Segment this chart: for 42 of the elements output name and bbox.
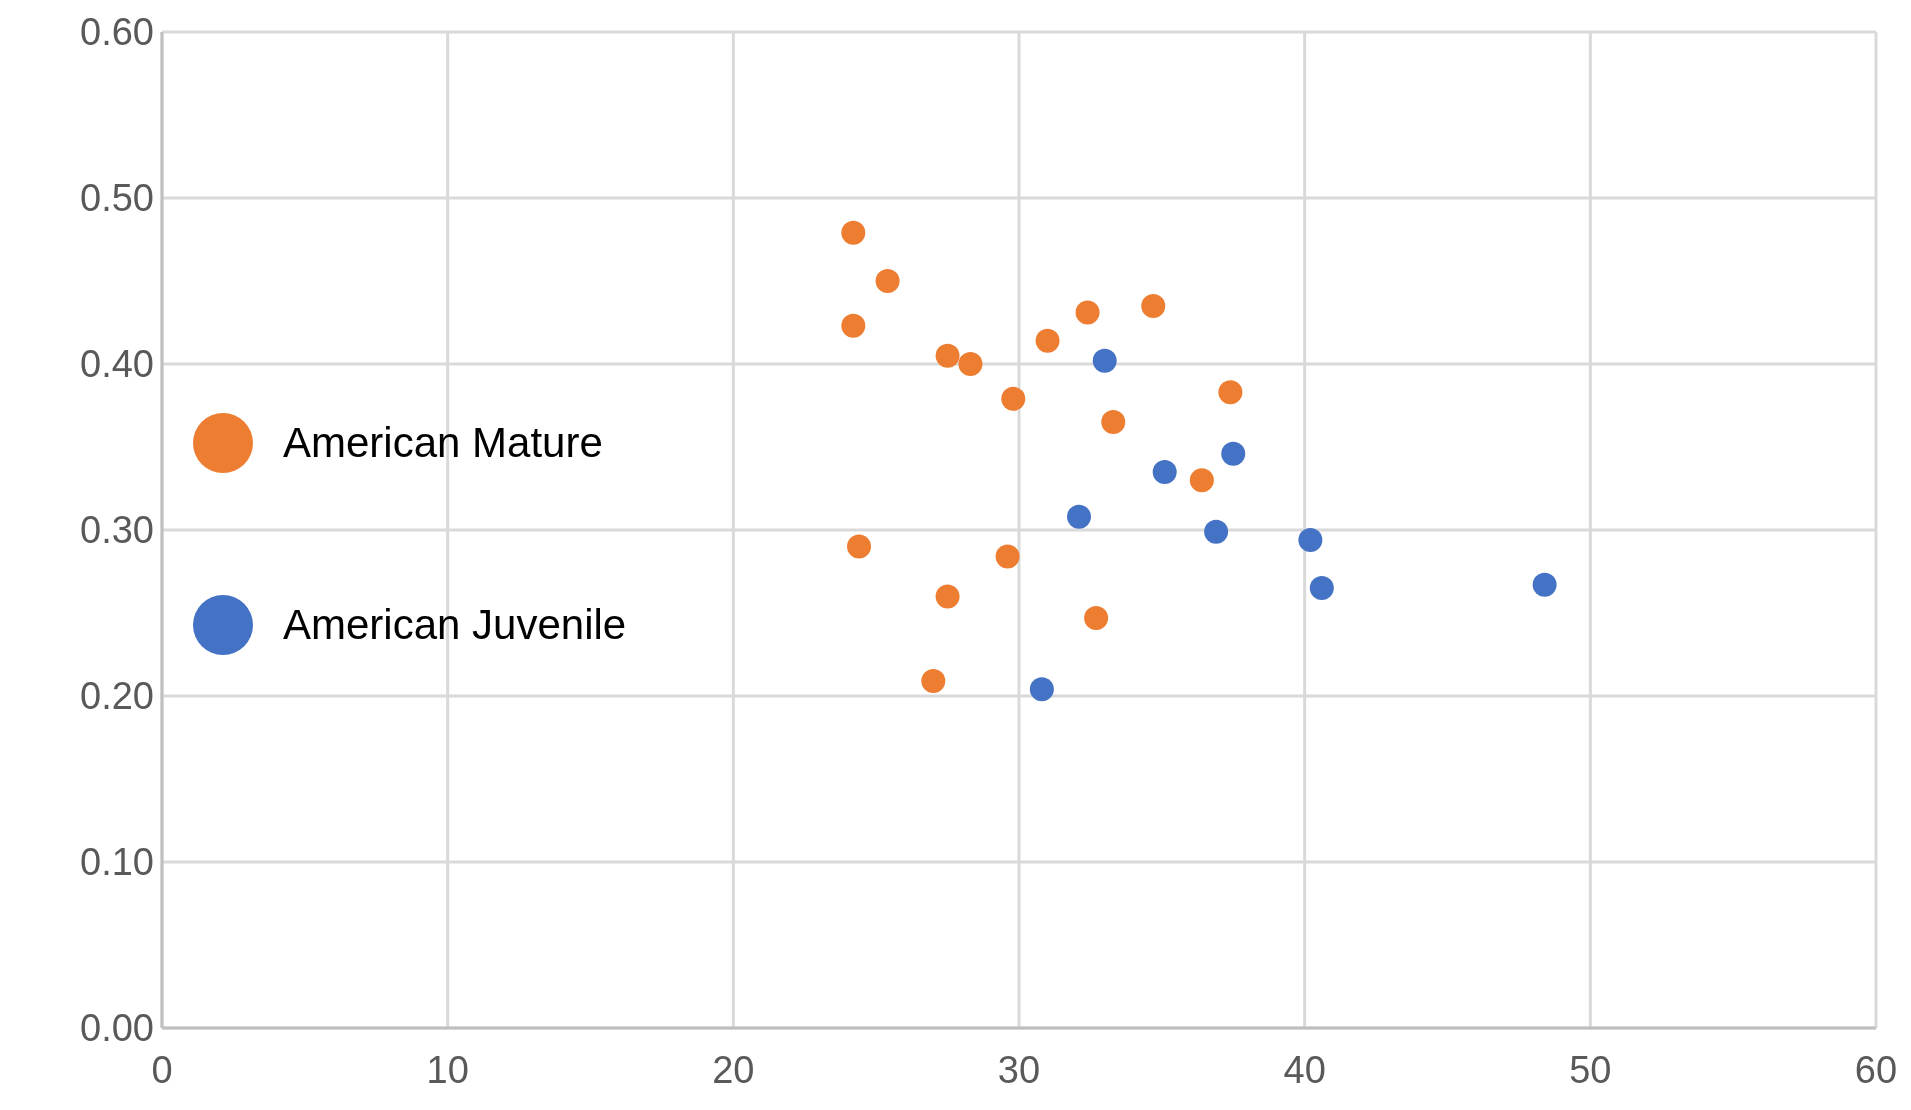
x-tick-label: 40 [1283, 1049, 1326, 1091]
point [1035, 328, 1060, 353]
y-tick-label: 0.20 [80, 675, 154, 717]
y-tick-label: 0.30 [80, 509, 154, 551]
x-tick-label: 50 [1569, 1049, 1612, 1091]
x-tick-label: 20 [712, 1049, 755, 1091]
point [841, 313, 866, 338]
legend-label: American Mature [283, 419, 603, 466]
point [958, 352, 983, 376]
point [1075, 300, 1100, 325]
point [995, 544, 1020, 569]
point [935, 343, 960, 368]
legend-label: American Juvenile [283, 601, 627, 648]
point [1221, 441, 1246, 466]
point [875, 269, 900, 293]
y-tick-label: 0.60 [80, 11, 154, 53]
x-tick-label: 0 [151, 1049, 173, 1091]
point [935, 584, 960, 609]
point [1152, 459, 1177, 484]
point [1309, 576, 1334, 601]
point [1189, 468, 1214, 493]
x-tick-label: 60 [1854, 1049, 1898, 1091]
point [1298, 527, 1323, 552]
point [1141, 293, 1166, 318]
point [1001, 386, 1026, 411]
y-tick-label: 0.00 [80, 1007, 154, 1049]
point [1204, 519, 1229, 544]
y-tick-label: 0.40 [80, 343, 154, 385]
point [1092, 348, 1117, 373]
x-tick-label: 10 [426, 1049, 469, 1091]
point [847, 534, 872, 559]
point [1532, 572, 1557, 597]
point [1084, 606, 1109, 630]
point [841, 220, 866, 245]
point [921, 669, 946, 694]
x-tick-label: 30 [997, 1049, 1041, 1091]
y-tick-label: 0.50 [80, 177, 154, 219]
point [1218, 380, 1243, 405]
point [1066, 504, 1091, 529]
point [1101, 410, 1126, 435]
point [1029, 677, 1054, 702]
y-tick-label: 0.10 [80, 841, 154, 883]
